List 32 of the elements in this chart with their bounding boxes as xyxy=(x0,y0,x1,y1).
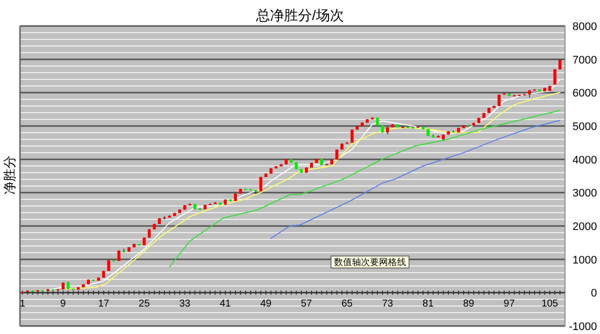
x-tick-label: 1 xyxy=(20,298,26,310)
x-tick-label: 25 xyxy=(138,298,150,310)
y-tick-label: 4000 xyxy=(572,154,597,166)
candlestick xyxy=(259,176,262,192)
x-tick-label: 89 xyxy=(463,298,475,310)
candlestick xyxy=(553,68,556,86)
x-tick-label: 97 xyxy=(504,298,516,310)
x-tick-label: 49 xyxy=(260,298,272,310)
y-tick-label: -1000 xyxy=(568,321,597,333)
y-tick-label: 5000 xyxy=(572,121,597,133)
y-tick-label: 7000 xyxy=(572,54,597,66)
x-tick-label: 17 xyxy=(98,298,110,310)
y-tick-label: 1000 xyxy=(572,254,597,266)
candlestick xyxy=(558,58,562,70)
chart-title: 总净胜分/场次 xyxy=(255,7,344,23)
x-tick-label: 73 xyxy=(382,298,394,310)
x-tick-label: 33 xyxy=(179,298,191,310)
line-series xyxy=(169,110,560,268)
annotation: 数值轴次要网格线 xyxy=(334,257,406,267)
y-tick-label: 8000 xyxy=(572,21,597,33)
y-tick-label: 3000 xyxy=(572,188,597,200)
x-tick-label: 9 xyxy=(60,298,66,310)
y-axis-title: 净胜分 xyxy=(2,156,17,194)
x-tick-label: 65 xyxy=(341,298,353,310)
line-series xyxy=(270,120,560,239)
x-tick-label: 81 xyxy=(422,298,434,310)
x-tick-label: 105 xyxy=(541,298,559,310)
y-tick-label: 6000 xyxy=(572,88,597,100)
x-tick-label: 57 xyxy=(300,298,312,310)
y-tick-label: 0 xyxy=(590,288,597,300)
x-tick-label: 41 xyxy=(220,298,232,310)
y-tick-label: 2000 xyxy=(572,221,597,233)
